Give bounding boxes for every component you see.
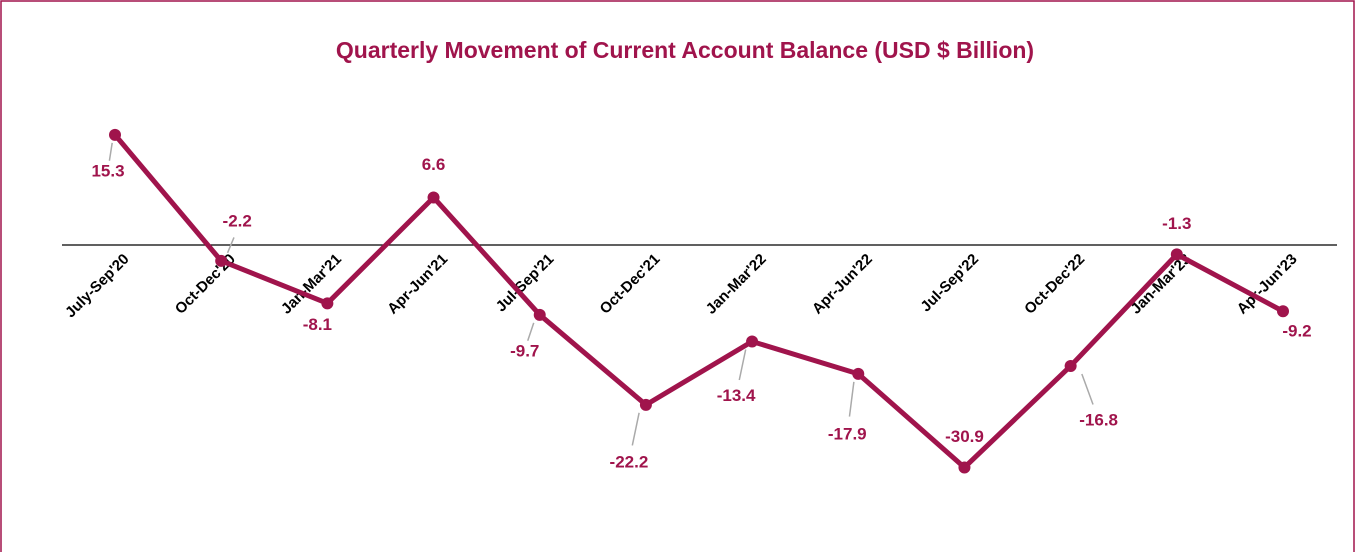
data-line — [113, 133, 1285, 470]
data-label: -9.2 — [1282, 322, 1311, 341]
data-point — [958, 461, 971, 474]
data-point — [1170, 248, 1183, 261]
leader-line — [631, 412, 640, 446]
data-point — [321, 297, 334, 310]
data-label: -9.7 — [510, 341, 539, 360]
data-label: -8.1 — [303, 315, 332, 334]
leader-line — [226, 237, 235, 254]
leader-line — [738, 349, 747, 381]
data-point — [852, 367, 865, 380]
chart-title: Quarterly Movement of Current Account Ba… — [336, 37, 1034, 63]
data-label: -22.2 — [610, 452, 649, 471]
data-point — [427, 191, 440, 204]
data-point — [1064, 359, 1077, 372]
data-label: -17.9 — [828, 424, 867, 443]
data-point — [1277, 305, 1289, 318]
leader-line — [848, 381, 855, 417]
data-point — [533, 308, 546, 321]
data-label: -2.2 — [223, 211, 252, 230]
leader-line — [108, 142, 113, 161]
data-label: -30.9 — [945, 427, 984, 446]
data-label: -1.3 — [1162, 214, 1191, 233]
data-label: 6.6 — [422, 155, 446, 174]
data-label: -16.8 — [1079, 410, 1118, 429]
leader-line — [1081, 373, 1094, 405]
data-label: -13.4 — [717, 386, 756, 405]
data-point — [746, 335, 759, 348]
data-point — [109, 128, 121, 141]
data-label: 15.3 — [91, 161, 124, 180]
data-point — [215, 254, 228, 267]
leader-line — [527, 322, 535, 341]
data-point — [639, 398, 652, 411]
